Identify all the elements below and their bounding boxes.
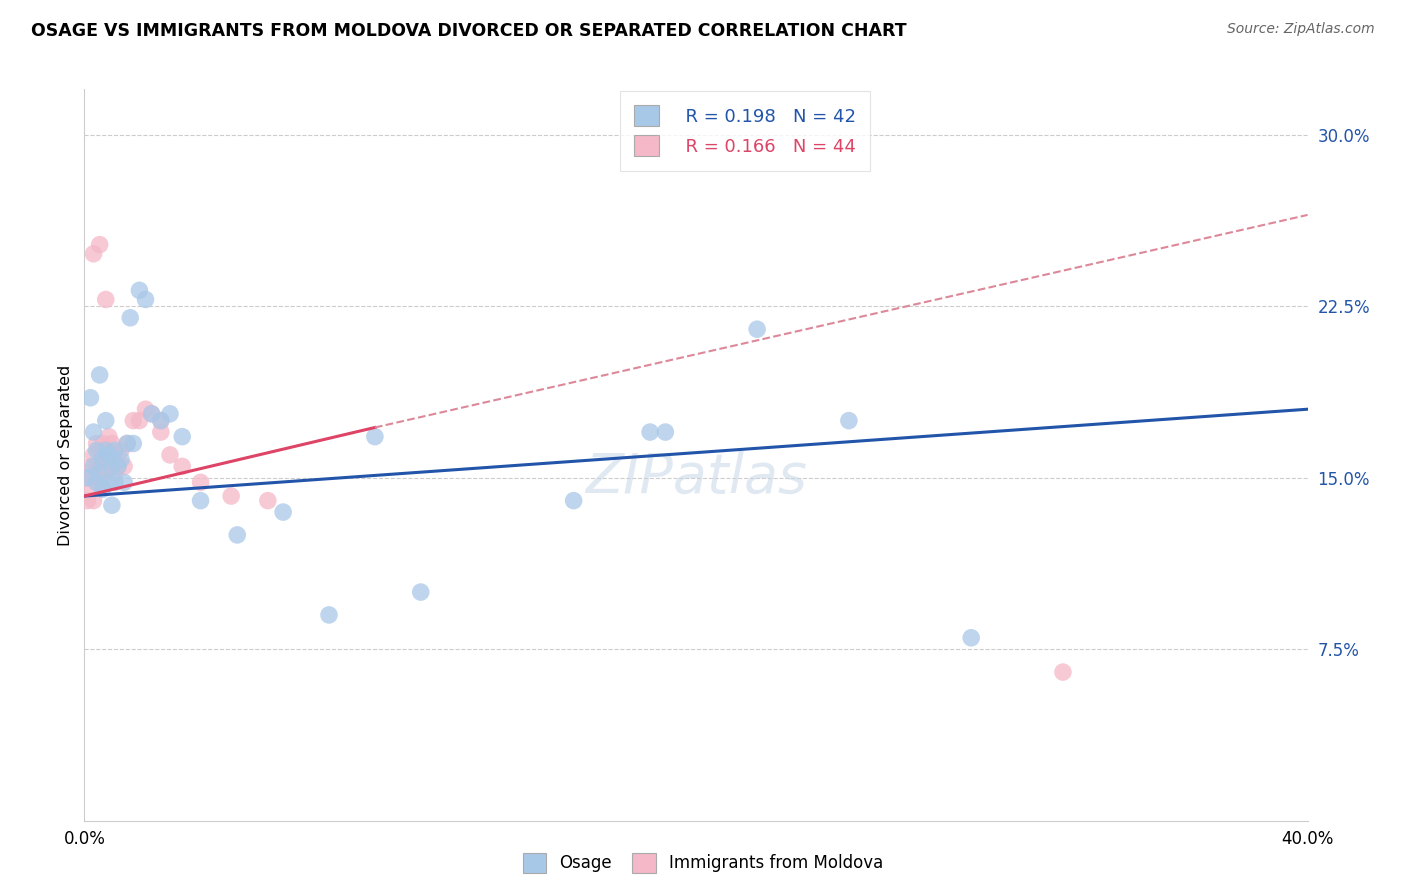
Point bbox=[86, 459, 108, 474]
Point bbox=[79, 391, 101, 405]
Point bbox=[960, 631, 983, 645]
Point bbox=[104, 448, 127, 462]
Point bbox=[94, 443, 117, 458]
Point bbox=[271, 505, 294, 519]
Point bbox=[86, 436, 108, 450]
Point bbox=[104, 475, 127, 490]
Y-axis label: Divorced or Separated: Divorced or Separated bbox=[58, 364, 73, 546]
Point bbox=[97, 443, 120, 458]
Legend:   R = 0.198   N = 42,   R = 0.166   N = 44: R = 0.198 N = 42, R = 0.166 N = 44 bbox=[620, 91, 870, 170]
Point bbox=[135, 293, 157, 307]
Point bbox=[128, 284, 150, 298]
Point bbox=[562, 493, 585, 508]
Point bbox=[172, 430, 194, 444]
Point bbox=[159, 448, 181, 462]
Point bbox=[89, 467, 111, 481]
Point bbox=[91, 436, 114, 450]
Point bbox=[190, 493, 212, 508]
Point bbox=[91, 452, 114, 467]
Point bbox=[159, 407, 181, 421]
Point bbox=[115, 436, 138, 450]
Point bbox=[120, 310, 142, 325]
Point bbox=[104, 467, 127, 481]
Point bbox=[86, 475, 108, 490]
Point bbox=[107, 459, 129, 474]
Point bbox=[89, 459, 111, 474]
Point bbox=[135, 402, 157, 417]
Point bbox=[83, 246, 105, 260]
Point bbox=[83, 459, 105, 474]
Point bbox=[110, 443, 132, 458]
Point bbox=[101, 459, 124, 474]
Point bbox=[190, 475, 212, 490]
Point bbox=[107, 459, 129, 474]
Point bbox=[128, 414, 150, 428]
Text: OSAGE VS IMMIGRANTS FROM MOLDOVA DIVORCED OR SEPARATED CORRELATION CHART: OSAGE VS IMMIGRANTS FROM MOLDOVA DIVORCE… bbox=[31, 22, 907, 40]
Point bbox=[89, 475, 111, 490]
Point bbox=[94, 443, 117, 458]
Point bbox=[91, 452, 114, 467]
Point bbox=[747, 322, 769, 336]
Point bbox=[76, 493, 98, 508]
Point bbox=[149, 414, 172, 428]
Point bbox=[149, 425, 172, 439]
Point bbox=[219, 489, 242, 503]
Point bbox=[94, 459, 117, 474]
Point bbox=[110, 452, 132, 467]
Point bbox=[97, 448, 120, 462]
Point bbox=[94, 293, 117, 307]
Point bbox=[141, 407, 163, 421]
Point bbox=[91, 467, 114, 481]
Point bbox=[97, 475, 120, 490]
Point bbox=[89, 368, 111, 382]
Point bbox=[97, 459, 120, 474]
Point bbox=[83, 448, 105, 462]
Point bbox=[83, 493, 105, 508]
Point bbox=[101, 452, 124, 467]
Point bbox=[101, 436, 124, 450]
Point bbox=[149, 414, 172, 428]
Point bbox=[1052, 665, 1074, 679]
Point bbox=[318, 607, 340, 622]
Legend: Osage, Immigrants from Moldova: Osage, Immigrants from Moldova bbox=[516, 847, 890, 880]
Point bbox=[83, 471, 105, 485]
Point bbox=[409, 585, 432, 599]
Point bbox=[79, 482, 101, 496]
Point bbox=[115, 436, 138, 450]
Point bbox=[89, 443, 111, 458]
Point bbox=[141, 407, 163, 421]
Point bbox=[86, 443, 108, 458]
Point bbox=[112, 475, 135, 490]
Point bbox=[226, 528, 249, 542]
Point bbox=[83, 425, 105, 439]
Point bbox=[97, 430, 120, 444]
Point bbox=[122, 414, 145, 428]
Point bbox=[101, 498, 124, 512]
Point bbox=[257, 493, 280, 508]
Point bbox=[638, 425, 661, 439]
Point bbox=[94, 414, 117, 428]
Point bbox=[91, 482, 114, 496]
Point bbox=[104, 443, 127, 458]
Text: Source: ZipAtlas.com: Source: ZipAtlas.com bbox=[1227, 22, 1375, 37]
Point bbox=[838, 414, 860, 428]
Point bbox=[364, 430, 387, 444]
Point bbox=[172, 459, 194, 474]
Point bbox=[86, 475, 108, 490]
Point bbox=[79, 459, 101, 474]
Point bbox=[654, 425, 676, 439]
Point bbox=[76, 471, 98, 485]
Text: ZIPatlas: ZIPatlas bbox=[585, 450, 807, 503]
Point bbox=[89, 237, 111, 252]
Point bbox=[76, 471, 98, 485]
Point bbox=[122, 436, 145, 450]
Point bbox=[112, 459, 135, 474]
